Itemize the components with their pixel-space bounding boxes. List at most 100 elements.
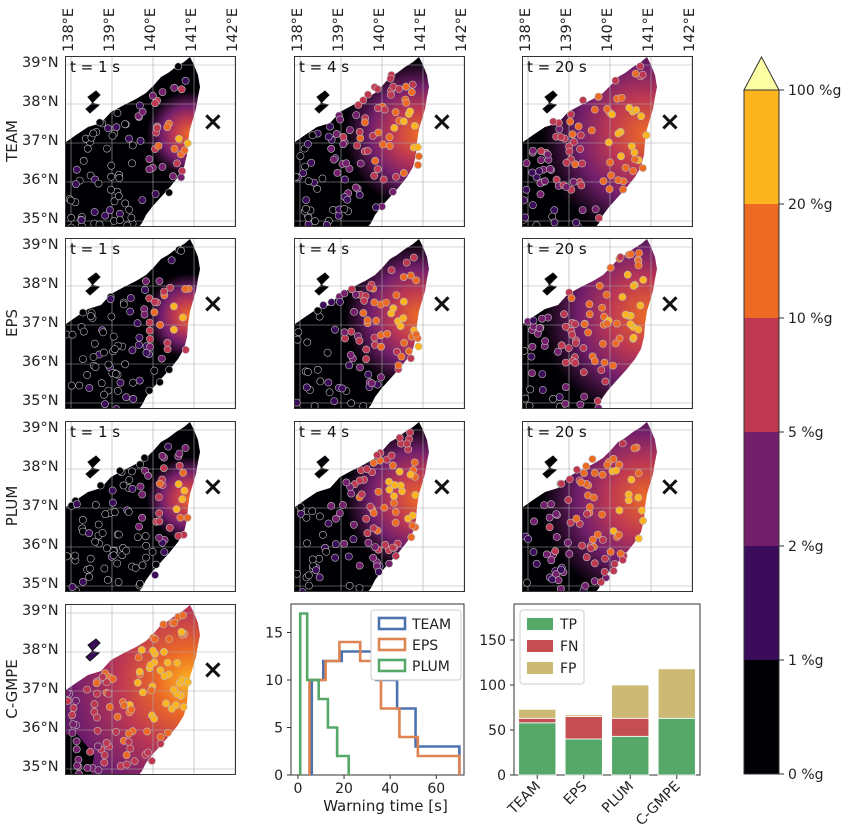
station-marker [71, 696, 80, 705]
station-marker [579, 344, 588, 352]
station-marker [600, 567, 609, 576]
station-marker [615, 531, 623, 539]
station-marker [389, 187, 397, 196]
station-marker [631, 155, 639, 164]
station-marker [137, 646, 146, 654]
station-marker [338, 384, 347, 393]
station-marker [574, 122, 583, 131]
station-marker [85, 564, 94, 573]
station-marker [100, 348, 108, 357]
station-marker [103, 144, 111, 153]
station-marker [346, 351, 355, 359]
station-marker [614, 176, 623, 184]
station-marker [535, 167, 544, 176]
station-marker [394, 361, 403, 370]
island-shape [542, 272, 558, 296]
station-marker [339, 133, 348, 141]
longitude-label: 141°E [413, 7, 429, 52]
station-marker [608, 110, 616, 119]
station-marker [160, 648, 168, 656]
longitude-label: 140°E [372, 7, 388, 52]
station-marker [313, 365, 322, 374]
station-marker [568, 130, 577, 139]
station-marker [158, 452, 167, 460]
station-marker [148, 756, 156, 765]
station-marker [318, 530, 327, 539]
station-marker [91, 537, 100, 546]
station-marker [634, 261, 643, 270]
epicenter-marker: × [659, 472, 681, 502]
station-marker [160, 672, 169, 681]
station-marker [565, 549, 574, 558]
station-marker [101, 211, 110, 220]
station-marker [371, 543, 380, 551]
station-marker [175, 461, 184, 470]
station-marker [402, 99, 411, 107]
station-marker [93, 689, 101, 698]
station-marker [603, 461, 612, 469]
station-marker [316, 377, 325, 386]
station-marker [617, 93, 626, 102]
station-marker [356, 159, 365, 168]
station-marker [66, 689, 71, 697]
station-marker [140, 310, 149, 319]
station-marker [580, 469, 588, 477]
station-marker [355, 336, 364, 345]
station-marker [336, 115, 344, 124]
station-marker [570, 138, 578, 146]
station-marker [363, 147, 372, 155]
legend-label: TP [559, 617, 577, 633]
station-marker [303, 338, 312, 347]
station-marker [90, 208, 99, 216]
station-marker [561, 399, 570, 408]
station-marker [402, 82, 410, 91]
station-marker [373, 165, 382, 174]
station-marker [414, 342, 423, 351]
station-marker [572, 218, 580, 226]
epicenter-marker: × [202, 107, 224, 137]
station-marker [345, 361, 354, 370]
station-marker [339, 140, 348, 149]
station-marker [366, 283, 374, 292]
colorbar: 100 %g 20 %g 10 %g 5 %g 2 %g 1 %g 0 %g [743, 55, 850, 783]
station-marker [331, 325, 339, 334]
station-marker [390, 124, 399, 132]
station-marker [108, 131, 117, 140]
station-marker [111, 369, 120, 378]
station-marker [156, 666, 165, 675]
epicenter-marker: × [202, 472, 224, 502]
station-marker [359, 96, 368, 105]
station-marker [145, 318, 154, 327]
station-marker [327, 502, 336, 510]
station-marker [136, 482, 145, 491]
station-marker [632, 106, 641, 114]
station-marker [173, 659, 182, 667]
station-marker [126, 744, 135, 753]
station-marker [642, 131, 651, 140]
colorbar-segment [744, 432, 779, 546]
station-marker [116, 466, 124, 475]
time-label: t = 20 s [527, 240, 587, 258]
station-marker [345, 581, 354, 590]
station-marker [330, 155, 338, 164]
legend-swatch [527, 618, 553, 630]
station-marker [594, 404, 603, 408]
station-marker [579, 368, 588, 377]
station-marker [119, 300, 128, 309]
station-marker [156, 378, 164, 387]
station-marker [156, 739, 165, 748]
legend-swatch [377, 658, 407, 673]
station-marker [343, 195, 352, 204]
station-marker [104, 689, 113, 698]
station-marker [390, 481, 399, 489]
station-marker [179, 703, 188, 711]
station-marker [370, 298, 379, 307]
station-marker [564, 496, 573, 504]
station-marker [634, 534, 643, 543]
station-marker [363, 529, 372, 538]
station-marker [165, 523, 174, 532]
map-panel-eps-2: t = 4 s × [294, 238, 465, 409]
station-marker [169, 686, 178, 694]
station-marker [170, 83, 179, 92]
legend-swatch [527, 640, 553, 652]
